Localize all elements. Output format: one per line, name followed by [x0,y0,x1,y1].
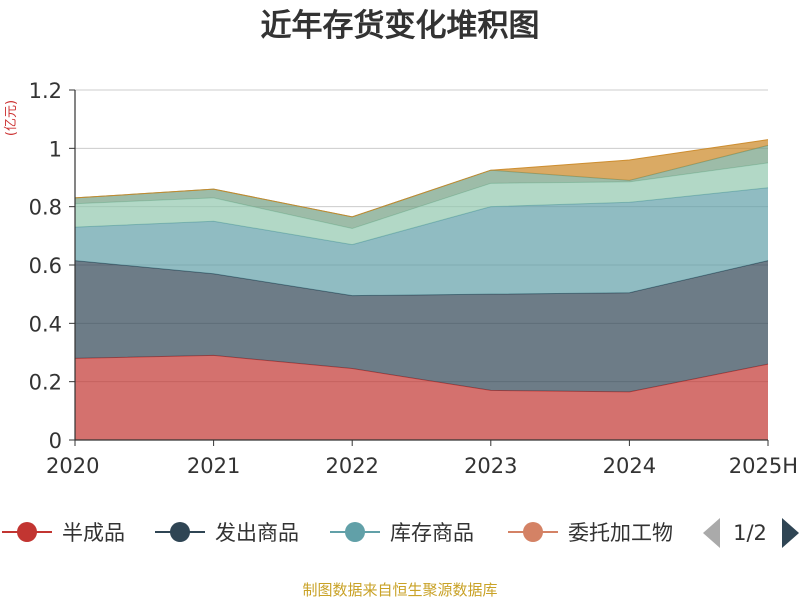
legend-label-3: 库存商品 [390,521,474,545]
x-tick-labels: 2020 2021 2022 2023 2024 2025H [46,440,798,478]
legend-label-1: 半成品 [62,521,125,545]
legend: 半成品 发出商品 库存商品 委托加工物 1/2 [2,518,799,548]
legend-page-indicator: 1/2 [733,521,767,545]
area-series-7 [75,139,768,217]
x-tick-label: 2024 [603,454,656,478]
legend-prev-page-icon[interactable] [703,518,720,548]
y-tick-labels: 0 0.2 0.4 0.6 0.8 1 1.2 [29,79,75,453]
area-series-3 [75,187,768,296]
legend-marker-2 [170,522,190,542]
legend-marker-1 [17,522,37,542]
legend-label-4: 委托加工物 [568,521,673,545]
x-tick-label: 2021 [187,454,240,478]
y-axis-unit: (亿元) [4,100,19,136]
legend-next-page-icon[interactable] [782,518,799,548]
area-series-1 [75,355,768,440]
area-series-5 [75,162,768,245]
legend-item-2[interactable]: 发出商品 [155,521,299,545]
data-source-note: 制图数据来自恒生聚源数据库 [302,581,497,599]
y-tick-label: 1 [49,137,62,161]
x-tick-label: 2022 [325,454,378,478]
y-tick-label: 0.8 [29,196,62,220]
x-tick-label: 2025H [729,454,798,478]
x-tick-label: 2020 [46,454,99,478]
area-series-7-line [74,139,769,218]
legend-label-2: 发出商品 [215,521,299,545]
y-tick-label: 0.4 [29,312,62,336]
legend-marker-4 [523,522,543,542]
chart-title: 近年存货变化堆积图 [261,8,540,44]
legend-item-1[interactable]: 半成品 [2,521,125,545]
y-tick-label: 0.2 [29,371,62,395]
legend-marker-3 [345,522,365,542]
legend-item-3[interactable]: 库存商品 [330,521,474,545]
y-tick-label: 0.6 [29,254,62,278]
plot-area [74,139,769,440]
legend-item-4[interactable]: 委托加工物 [508,521,673,545]
y-tick-label: 0 [49,429,62,453]
y-tick-label: 1.2 [29,79,62,103]
x-tick-label: 2023 [464,454,517,478]
